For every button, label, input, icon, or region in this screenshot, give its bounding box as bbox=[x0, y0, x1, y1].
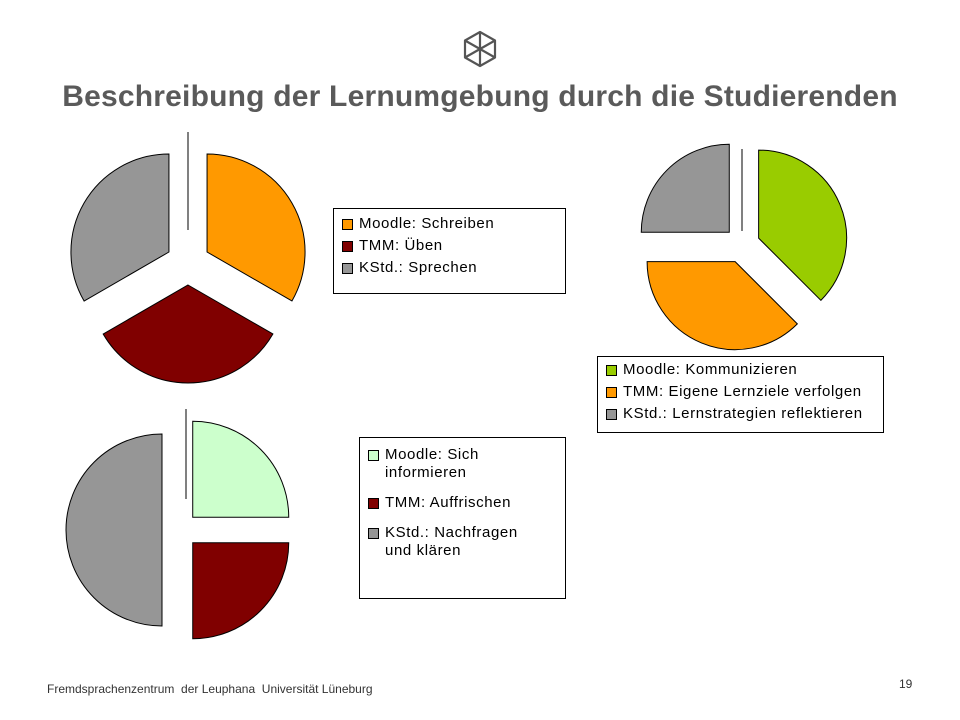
pie-chart-1 bbox=[70, 132, 306, 384]
legend-label: Moodle: Kommunizieren bbox=[623, 361, 798, 378]
legend-swatch bbox=[606, 387, 617, 398]
pie-slice bbox=[640, 143, 730, 233]
footer-institution: Fremdsprachenzentrum der Leuphana Univer… bbox=[47, 682, 373, 696]
page-number: 19 bbox=[899, 677, 913, 691]
legend-item: KStd.: Nachfragen und klären bbox=[368, 524, 555, 560]
pie-slice bbox=[65, 433, 163, 627]
legend-item: KStd.: Sprechen bbox=[342, 259, 555, 277]
legend-swatch bbox=[368, 450, 379, 461]
legend-item: TMM: Üben bbox=[342, 237, 555, 255]
legend-swatch bbox=[606, 365, 617, 376]
pie-slice bbox=[192, 420, 290, 518]
legend-label: TMM: Eigene Lernziele verfolgen bbox=[623, 383, 862, 400]
pie-slice bbox=[70, 153, 170, 302]
cube-logo-icon bbox=[463, 30, 497, 68]
legend-label: Moodle: Sich informieren bbox=[385, 446, 479, 481]
legend-chart-3: Moodle: Sich informieren TMM: Auffrische… bbox=[359, 437, 566, 599]
pie-chart-3 bbox=[65, 409, 290, 640]
pie-slice bbox=[758, 149, 848, 302]
legend-chart-1: Moodle: Schreiben TMM: Üben KStd.: Sprec… bbox=[333, 208, 566, 294]
legend-label: TMM: Auffrischen bbox=[385, 494, 512, 511]
legend-swatch bbox=[606, 409, 617, 420]
pie-slice bbox=[102, 284, 274, 384]
pie-chart-2 bbox=[640, 143, 848, 351]
legend-item: Moodle: Kommunizieren bbox=[606, 361, 873, 379]
legend-swatch bbox=[342, 241, 353, 252]
legend-item: KStd.: Lernstrategien reflektieren bbox=[606, 405, 873, 423]
legend-item: Moodle: Sich informieren bbox=[368, 446, 555, 482]
legend-swatch bbox=[368, 498, 379, 509]
legend-label: Moodle: Schreiben bbox=[359, 215, 495, 232]
page-title: Beschreibung der Lernumgebung durch die … bbox=[62, 80, 898, 113]
legend-item: Moodle: Schreiben bbox=[342, 215, 555, 233]
legend-label: KStd.: Lernstrategien reflektieren bbox=[623, 405, 863, 422]
pie-slice bbox=[646, 261, 799, 351]
pie-slice bbox=[192, 542, 290, 640]
legend-label: KStd.: Nachfragen und klären bbox=[385, 524, 518, 559]
legend-item: TMM: Auffrischen bbox=[368, 494, 555, 512]
legend-chart-2: Moodle: Kommunizieren TMM: Eigene Lernzi… bbox=[597, 356, 884, 433]
legend-item: TMM: Eigene Lernziele verfolgen bbox=[606, 383, 873, 401]
legend-label: KStd.: Sprechen bbox=[359, 259, 478, 276]
legend-swatch bbox=[342, 263, 353, 274]
pie-slice bbox=[206, 153, 306, 302]
legend-swatch bbox=[368, 528, 379, 539]
legend-label: TMM: Üben bbox=[359, 237, 443, 254]
legend-swatch bbox=[342, 219, 353, 230]
